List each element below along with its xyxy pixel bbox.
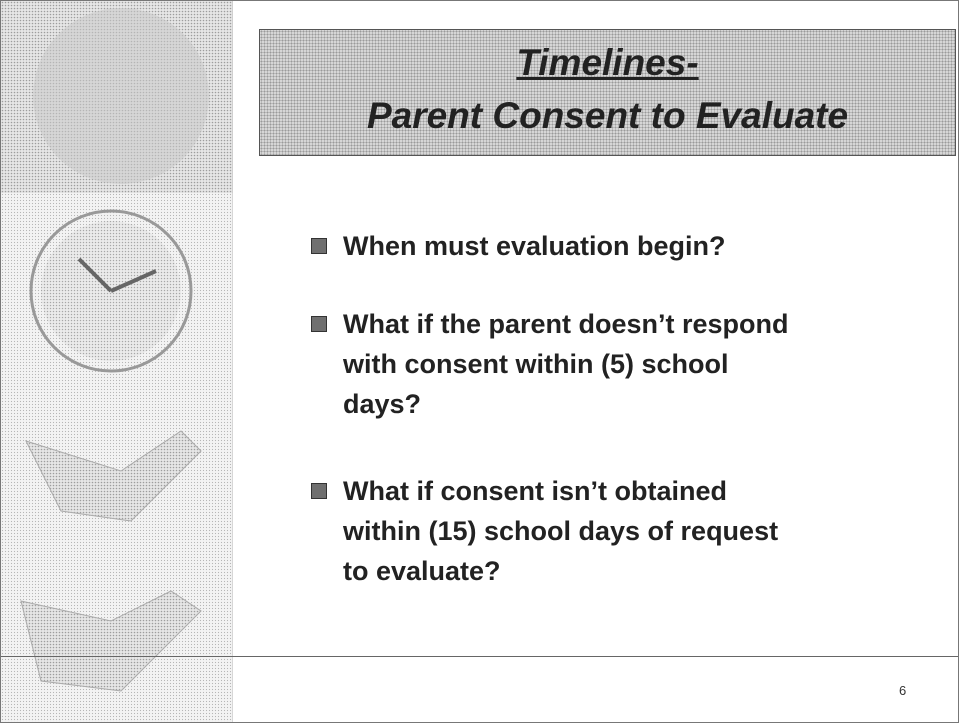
bullet-marker [311,483,327,499]
bullet-line: with consent within (5) school [343,344,789,384]
bullet-line: to evaluate? [343,551,778,591]
bullet-line: What if consent isn’t obtained [343,471,778,511]
page: Timelines- Parent Consent to Evaluate Wh… [0,0,959,723]
page-number: 6 [899,683,906,698]
title: Timelines- [260,42,955,84]
bullet-line: within (15) school days of request [343,511,778,551]
title: Parent Consent to Evaluate [260,95,955,137]
slide: Timelines- Parent Consent to Evaluate Wh… [0,0,959,723]
bullet-line: days? [343,384,789,424]
bullet-line: What if the parent doesn’t respond [343,304,789,344]
bullet-marker [311,316,327,332]
bullet-marker [311,238,327,254]
bullet-text: When must evaluation begin? [343,226,726,266]
title-box: Timelines- Parent Consent to Evaluate [259,29,956,156]
bullet-line: When must evaluation begin? [343,226,726,266]
side-decoration [1,1,233,722]
divider [1,656,958,657]
